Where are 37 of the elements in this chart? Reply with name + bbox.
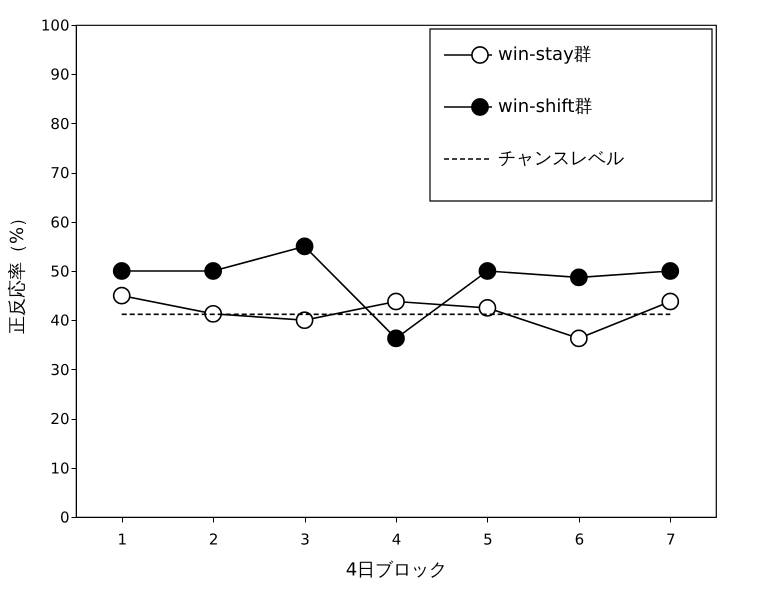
y-tick-label: 10 bbox=[50, 459, 70, 478]
legend-label: win-stay群 bbox=[498, 44, 592, 65]
point bbox=[570, 330, 588, 348]
y-axis-title: 正反応率（%） bbox=[6, 208, 28, 334]
y-tick-label: 60 bbox=[50, 213, 70, 232]
x-tick-label: 2 bbox=[208, 530, 218, 548]
point bbox=[661, 262, 680, 280]
y-tick-label: 100 bbox=[40, 16, 70, 34]
point bbox=[204, 262, 222, 280]
point bbox=[112, 262, 131, 280]
y-tick-label: 0 bbox=[60, 508, 70, 526]
point bbox=[296, 311, 314, 330]
y-tick-label: 30 bbox=[50, 360, 70, 379]
x-tick-label: 1 bbox=[117, 530, 127, 548]
x-tick-label: 7 bbox=[666, 530, 676, 548]
y-tick-label: 70 bbox=[50, 164, 70, 182]
point bbox=[478, 299, 496, 317]
point bbox=[387, 330, 405, 348]
point bbox=[661, 292, 680, 310]
point bbox=[570, 268, 588, 286]
point bbox=[296, 238, 314, 256]
x-tick-label: 3 bbox=[300, 530, 310, 548]
x-tick-label: 6 bbox=[574, 530, 584, 548]
point bbox=[478, 262, 496, 280]
x-tick-label: 5 bbox=[483, 530, 493, 548]
y-tick-label: 40 bbox=[50, 312, 70, 330]
y-tick-label: 80 bbox=[50, 114, 70, 133]
point bbox=[387, 292, 405, 310]
x-axis-title: 4日ブロック bbox=[346, 560, 448, 580]
legend-label: win-shift群 bbox=[498, 96, 592, 117]
point bbox=[112, 286, 131, 304]
point bbox=[204, 304, 222, 323]
legend-label: チャンスレベル bbox=[498, 148, 624, 169]
y-tick-label: 90 bbox=[50, 66, 70, 84]
y-tick-label: 20 bbox=[50, 410, 70, 428]
x-tick-label: 4 bbox=[392, 530, 402, 548]
y-tick-label: 50 bbox=[50, 262, 70, 280]
